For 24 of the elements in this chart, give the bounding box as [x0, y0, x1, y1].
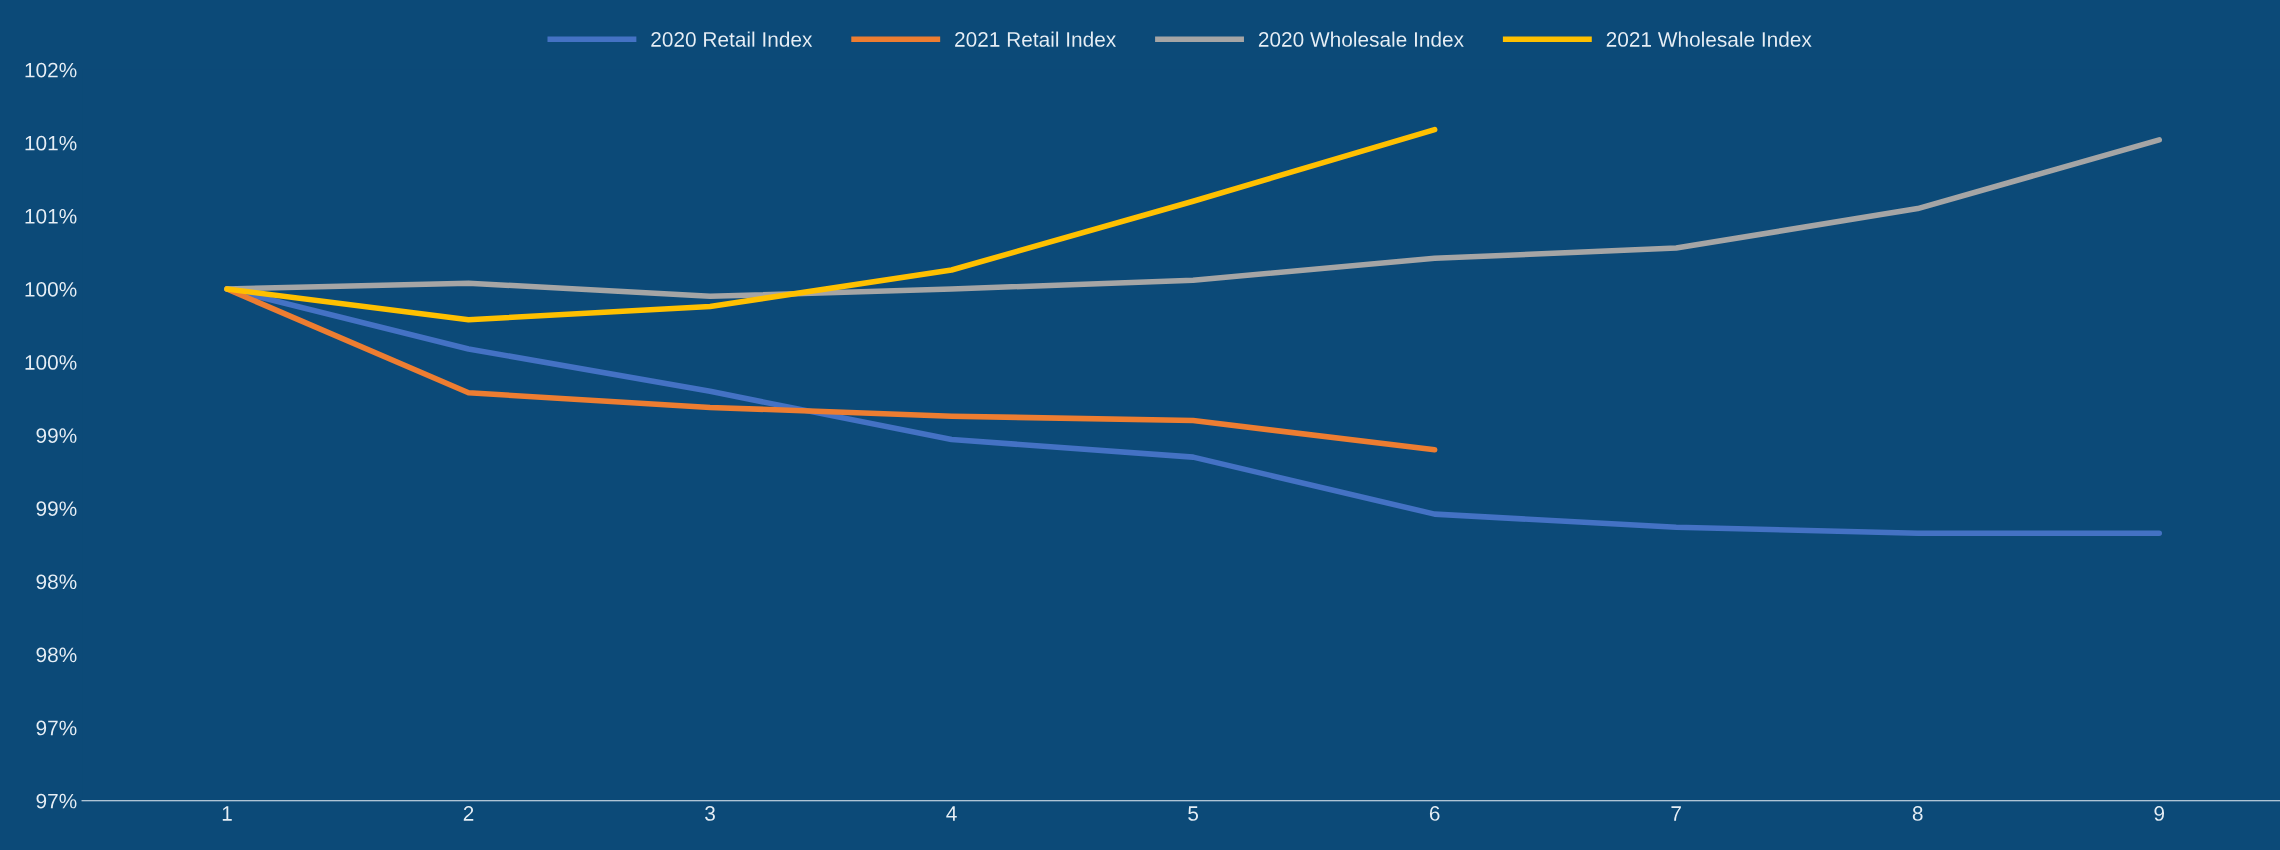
y-tick-label: 99%: [36, 501, 77, 517]
y-tick-label: 101%: [25, 208, 77, 224]
y-tick-label: 97%: [36, 793, 77, 809]
x-tick-label: 1: [222, 806, 232, 821]
x-tick-label: 2: [463, 806, 474, 821]
y-tick-label: 97%: [36, 720, 77, 736]
x-tick-label: 5: [1188, 806, 1199, 821]
x-tick-label: 8: [1912, 806, 1923, 821]
y-tick-label: 100%: [25, 282, 77, 297]
legend-label: 2020 Retail Index: [651, 31, 813, 47]
y-tick-label: 101%: [25, 135, 77, 151]
legend-label: 2021 Retail Index: [955, 31, 1116, 47]
y-tick-label: 99%: [36, 428, 77, 443]
y-tick-label: 100%: [25, 355, 77, 370]
y-tick-label: 98%: [36, 574, 77, 590]
x-tick-label: 6: [1429, 806, 1440, 821]
y-tick-label: 98%: [36, 647, 77, 663]
x-tick-label: 3: [705, 806, 715, 821]
x-tick-label: 4: [946, 806, 957, 821]
x-tick-label: 7: [1671, 806, 1681, 821]
x-tick-label: 9: [2154, 806, 2165, 821]
y-tick-label: 102%: [25, 62, 77, 78]
legend-label: 2020 Wholesale Index: [1258, 31, 1464, 47]
legend-label: 2021 Wholesale Index: [1606, 31, 1812, 47]
